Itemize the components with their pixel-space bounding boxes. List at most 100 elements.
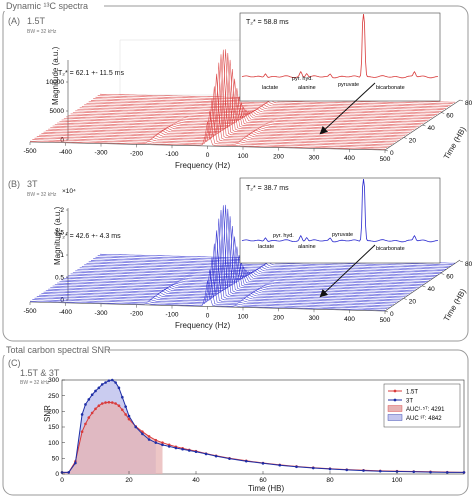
legend-label-3t: 3T bbox=[406, 399, 413, 405]
series-point bbox=[100, 402, 104, 405]
waterfall-trace bbox=[48, 204, 404, 299]
series-point bbox=[80, 413, 84, 416]
panel-b-inset-t2: T₂* = 38.7 ms bbox=[246, 185, 289, 192]
x-tick-label: -500 bbox=[23, 148, 36, 155]
series-point bbox=[134, 425, 137, 429]
series-point bbox=[462, 471, 466, 474]
series-point bbox=[110, 401, 114, 404]
z-tick-label: 40 bbox=[428, 286, 436, 293]
panel-a-field: 1.5T bbox=[27, 16, 46, 26]
panel-b-peak-lactate: lactate bbox=[258, 244, 274, 250]
waterfall-trace bbox=[68, 109, 424, 124]
waterfall-trace bbox=[81, 106, 437, 115]
x-tick-label: -500 bbox=[23, 308, 36, 315]
series-point bbox=[87, 416, 91, 419]
section-frame-top bbox=[2, 5, 469, 342]
panel-a-bw: BW = 32 kHz bbox=[27, 29, 57, 35]
panel-a: (A) 1.5T BW = 32 kHz T₂* = 62.1 +- 11.5 … bbox=[8, 12, 472, 170]
y-tick-label: 1 bbox=[60, 252, 64, 259]
series-point bbox=[104, 381, 107, 384]
series-point bbox=[67, 471, 70, 474]
series-point bbox=[154, 438, 158, 442]
legend-label-auc-3t: AUC ³ᵀ: 4842 bbox=[406, 415, 442, 422]
panel-a-inset-t2: T₂* = 58.8 ms bbox=[246, 19, 289, 26]
series-point bbox=[114, 381, 117, 384]
panel-a-xlabel: Frequency (Hz) bbox=[175, 161, 230, 170]
x-tick-label: 500 bbox=[380, 317, 391, 324]
waterfall-trace bbox=[70, 110, 426, 123]
panel-b-t2: T₂* = 42.6 +- 4.3 ms bbox=[58, 233, 121, 240]
series-point bbox=[194, 450, 198, 454]
panel-b-peak-alanine: alanine bbox=[298, 244, 316, 250]
panel-b-label: (B) bbox=[8, 179, 20, 189]
panel-b-zlabel: Time (HB) bbox=[442, 287, 468, 323]
x-tick-label: 60 bbox=[259, 477, 267, 484]
z-tick-label: 20 bbox=[409, 299, 417, 306]
waterfall-trace bbox=[52, 59, 408, 135]
x-tick-label: -300 bbox=[94, 150, 107, 157]
series-point bbox=[362, 469, 365, 472]
z-tick-label: 60 bbox=[446, 113, 454, 120]
waterfall-trace bbox=[32, 269, 388, 309]
panel-b-peak-pyruvate: pyruvate bbox=[332, 232, 353, 238]
waterfall-trace bbox=[81, 266, 437, 276]
series-point bbox=[181, 447, 184, 451]
x-tick-label: 400 bbox=[344, 316, 355, 323]
series-point bbox=[141, 432, 144, 436]
waterfall-trace bbox=[52, 216, 408, 296]
series-point bbox=[345, 468, 349, 472]
panel-a-zlabel: Time (HB) bbox=[442, 125, 468, 161]
z-tick-label: 0 bbox=[390, 150, 394, 157]
panel-a-peak-alanine: alanine bbox=[298, 85, 316, 91]
series-point bbox=[204, 452, 208, 456]
x-tick-label: 300 bbox=[309, 154, 320, 161]
y-tick-label: 2 bbox=[60, 207, 64, 214]
series-point bbox=[94, 389, 97, 393]
legend-swatch-auc-1-5t bbox=[387, 405, 403, 412]
series-point bbox=[97, 386, 101, 390]
waterfall-trace bbox=[29, 121, 386, 150]
panel-b-z-ticks: 0 20 40 60 80 bbox=[384, 260, 472, 318]
x-tick-label: 300 bbox=[309, 315, 320, 322]
waterfall-trace bbox=[41, 218, 397, 303]
panel-b-multiplier: ×10⁴ bbox=[62, 188, 76, 195]
panel-c-label: (C) bbox=[8, 358, 21, 368]
waterfall-trace bbox=[38, 73, 394, 144]
x-tick-label: -100 bbox=[165, 312, 178, 319]
series-point bbox=[147, 435, 151, 438]
x-tick-label: 200 bbox=[273, 154, 284, 161]
waterfall-trace bbox=[72, 111, 428, 121]
waterfall-trace bbox=[32, 111, 388, 148]
waterfall-trace bbox=[34, 257, 390, 308]
panel-a-t2: T₂* = 62.1 +- 11.5 ms bbox=[58, 70, 125, 77]
x-tick-label: 0 bbox=[60, 477, 64, 484]
series-point bbox=[117, 404, 121, 407]
panel-b-ylabel: Magnitude (a.u.) bbox=[53, 206, 62, 265]
x-tick-label: -100 bbox=[165, 151, 178, 158]
section-title-bottom: Total carbon spectral SNR bbox=[6, 345, 111, 355]
waterfall-trace bbox=[59, 246, 415, 291]
series-point bbox=[147, 438, 151, 441]
z-tick-label: 40 bbox=[428, 125, 436, 132]
series-point bbox=[378, 469, 382, 473]
series-point bbox=[412, 470, 416, 474]
waterfall-trace bbox=[38, 230, 394, 305]
snr-legend: 1.5T 3T AUC¹·⁵ᵀ: 4291 AUC ³ᵀ: 4842 bbox=[383, 383, 461, 428]
series-point bbox=[311, 466, 315, 470]
panel-c-field: 1.5T & 3T bbox=[20, 368, 60, 378]
waterfall-trace bbox=[45, 205, 401, 300]
legend-label-1-5t: 1.5T bbox=[406, 390, 418, 396]
panel-a-peak-pyruvate: pyruvate bbox=[338, 82, 359, 88]
panel-b-inset bbox=[239, 177, 441, 264]
auc-area-1-5t bbox=[62, 402, 163, 474]
series-point bbox=[84, 403, 87, 406]
waterfall-trace bbox=[43, 54, 399, 141]
snr-y-ticks: 0 50 100 150 200 250 300 bbox=[48, 377, 65, 478]
series-point bbox=[429, 470, 432, 474]
panel-a-x-ticks: -500 -400 -300 -200 -100 0 100 200 300 400 500 bbox=[23, 142, 391, 163]
series-point bbox=[107, 400, 111, 404]
series-point bbox=[94, 407, 97, 411]
snr-ylabel: SNR bbox=[43, 405, 52, 422]
series-point bbox=[110, 378, 114, 382]
